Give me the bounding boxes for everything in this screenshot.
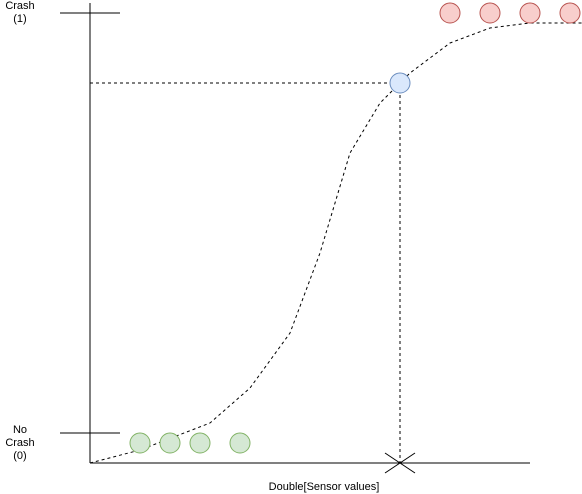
crash-point xyxy=(479,2,501,24)
no-crash-point xyxy=(159,432,181,454)
no-crash-label: No Crash (0) xyxy=(0,424,40,463)
crash-label-line1: Crash xyxy=(5,0,35,12)
crash-point xyxy=(439,2,461,24)
no-crash-label-line2: Crash xyxy=(5,437,35,449)
crash-point xyxy=(559,2,581,24)
crash-label: Crash (1) xyxy=(0,0,40,26)
crash-label-line2: (1) xyxy=(13,13,27,25)
threshold-cross-mark xyxy=(384,452,416,474)
no-crash-label-line1: No xyxy=(12,424,28,436)
crash-point xyxy=(519,2,541,24)
no-crash-point xyxy=(189,432,211,454)
no-crash-point xyxy=(129,432,151,454)
x-axis-label: Double[Sensor values] xyxy=(268,481,380,493)
threshold-point xyxy=(389,72,411,94)
sigmoid-curve xyxy=(89,22,582,464)
no-crash-point xyxy=(229,432,251,454)
no-crash-label-line3: (0) xyxy=(13,450,27,462)
